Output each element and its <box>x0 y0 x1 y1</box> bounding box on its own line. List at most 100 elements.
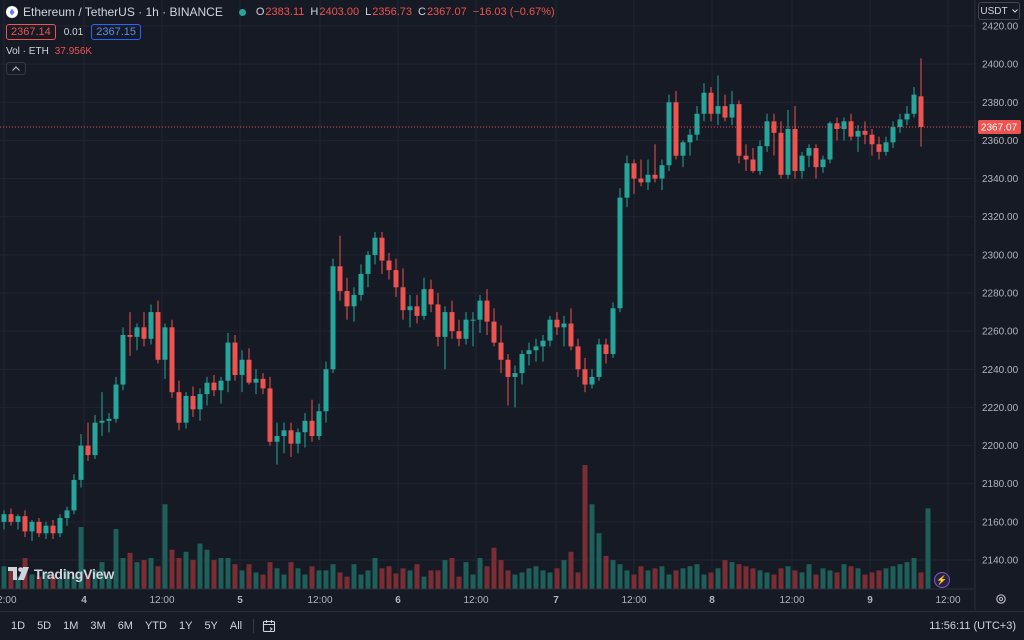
candle-body <box>533 346 539 351</box>
price-tick-label: 2140.00 <box>982 556 1019 567</box>
candle-body <box>645 174 651 183</box>
gear-icon[interactable] <box>994 592 1008 606</box>
volume-bar <box>428 570 434 589</box>
candle-body <box>57 518 63 534</box>
range-3m-button[interactable]: 3M <box>90 620 106 632</box>
time-tick-label: 6 <box>395 595 401 606</box>
volume-bar <box>330 564 336 589</box>
candle-body <box>568 323 574 347</box>
candle-body <box>351 294 357 307</box>
buy-price-button[interactable]: 2367.15 <box>91 24 141 40</box>
candle-body <box>673 102 679 156</box>
candle-body <box>50 525 56 534</box>
range-6m-button[interactable]: 6M <box>117 620 133 632</box>
candle-body <box>736 104 742 156</box>
symbol-title[interactable]: Ethereum / TetherUS · 1h · BINANCE <box>23 5 223 19</box>
candle-body <box>92 422 98 456</box>
volume-bar <box>400 568 406 589</box>
lightning-icon[interactable]: ⚡ <box>934 572 950 588</box>
volume-bar <box>442 560 448 589</box>
ohlc-open-key: O <box>255 6 265 18</box>
spread-value: 0.01 <box>63 26 84 38</box>
volume-bar <box>421 576 427 589</box>
volume-bar <box>722 560 728 589</box>
currency-selector[interactable]: USDT <box>978 2 1020 20</box>
bid-ask-row: 2367.14 0.01 2367.15 <box>6 24 141 40</box>
candle-body <box>785 128 791 175</box>
collapse-legend-button[interactable] <box>6 62 26 75</box>
sell-price-button[interactable]: 2367.14 <box>6 24 56 40</box>
volume-bar <box>85 574 91 589</box>
candle-body <box>8 514 14 522</box>
candle-body <box>757 146 763 171</box>
tradingview-logo-icon <box>8 567 29 580</box>
volume-bar <box>323 570 329 589</box>
last-price-value: 2367.07 <box>981 122 1018 133</box>
candle-body <box>799 155 805 171</box>
volume-bar <box>78 527 84 589</box>
candle-body <box>169 327 175 393</box>
volume-bar <box>43 572 49 589</box>
candle-body <box>512 373 518 377</box>
range-1m-button[interactable]: 1M <box>63 620 79 632</box>
time-tick-label: 12:00 <box>463 595 488 606</box>
volume-bar <box>694 564 700 589</box>
volume-bar <box>519 572 525 589</box>
calendar-icon[interactable] <box>262 619 276 633</box>
range-all-button[interactable]: All <box>229 620 243 632</box>
tradingview-logo[interactable]: TradingView <box>8 566 114 582</box>
volume-bar <box>246 564 252 589</box>
volume-bar <box>64 570 70 589</box>
range-5y-button[interactable]: 5Y <box>204 620 218 632</box>
candle-body <box>274 436 280 442</box>
clock-timezone-button[interactable]: 11:56:11 (UTC+3) <box>929 620 1016 632</box>
volume-bar <box>827 570 833 589</box>
time-axis[interactable]: 12:00 4 12:00 5 12:00 6 12:00 7 12:00 8 12:00 9 12:0… <box>0 595 961 606</box>
time-tick-label: 5 <box>237 595 243 606</box>
candle-body <box>22 516 28 532</box>
candle-body <box>456 331 462 339</box>
volume-bar <box>316 570 322 589</box>
candle-body <box>400 287 406 311</box>
range-1d-button[interactable]: 1D <box>11 620 26 632</box>
symbol-legend[interactable]: Ethereum / TetherUS · 1h · BINANCE O 2383… <box>6 5 561 19</box>
candle-body <box>211 382 217 391</box>
volume-bar <box>834 572 840 589</box>
volume-legend[interactable]: Vol · ETH 37.956K <box>6 46 92 57</box>
candle-body <box>365 254 371 274</box>
volume-bar <box>603 555 609 589</box>
price-change: −16.03 (−0.67%) <box>472 6 555 18</box>
candle-body <box>659 165 665 179</box>
volume-bars <box>1 465 931 589</box>
volume-bar <box>288 562 294 589</box>
volume-bar <box>575 572 581 589</box>
range-1y-button[interactable]: 1Y <box>178 620 193 632</box>
volume-bar <box>183 551 189 589</box>
volume-bar <box>554 568 560 589</box>
volume-bar <box>71 576 77 589</box>
volume-bar <box>281 574 287 589</box>
price-axis[interactable]: 2420.00 2400.00 2380.00 2360.00 2340.00 2320.… <box>982 22 1019 567</box>
candle-body <box>701 92 707 114</box>
candle-body <box>421 289 427 316</box>
range-ytd-button[interactable]: YTD <box>144 620 167 632</box>
candle-body <box>582 369 588 385</box>
price-tick-label: 2360.00 <box>982 136 1019 147</box>
volume-bar <box>547 572 553 589</box>
candle-body <box>834 123 840 129</box>
candle-body <box>134 327 140 337</box>
candle-body <box>911 94 917 114</box>
range-5d-button[interactable]: 5D <box>37 620 52 632</box>
volume-bar <box>50 574 56 589</box>
volume-bar <box>1 566 7 589</box>
candle-body <box>141 327 147 339</box>
candle-body <box>855 130 861 137</box>
volume-bar <box>778 568 784 589</box>
candle-body <box>246 359 252 383</box>
candle-body <box>15 516 21 522</box>
price-tick-label: 2340.00 <box>982 174 1019 185</box>
candle-body <box>904 113 910 120</box>
candle-body <box>162 327 168 360</box>
time-tick-label: 8 <box>709 595 715 606</box>
